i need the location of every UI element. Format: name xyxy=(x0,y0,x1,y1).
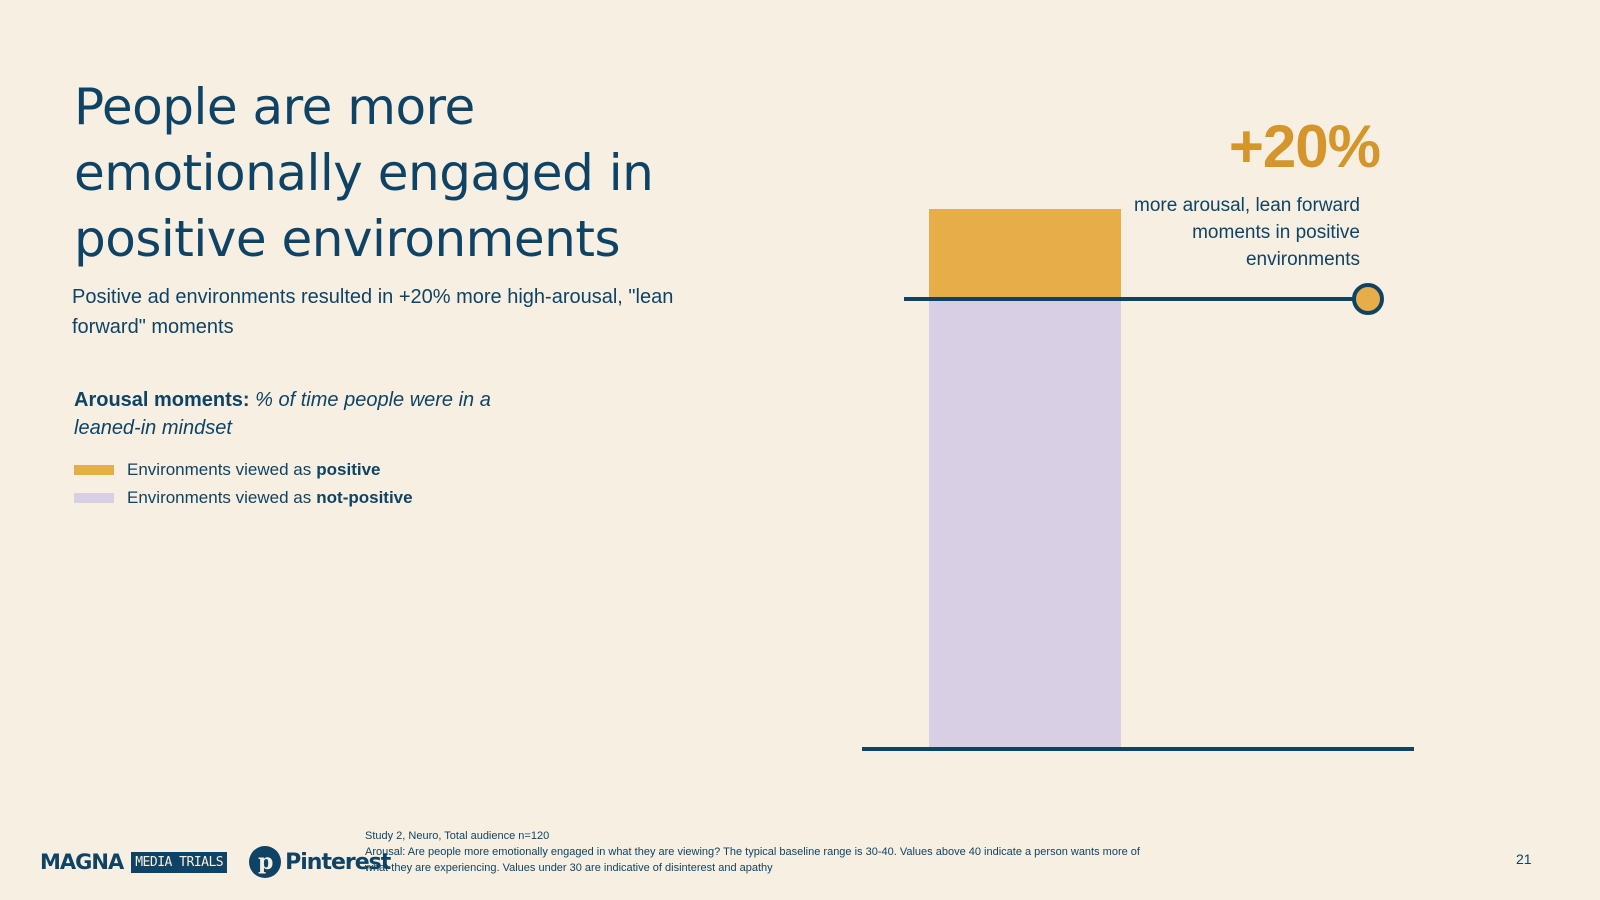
pinterest-wordmark: Pinterest xyxy=(285,849,391,875)
media-trials-logo: MEDIA TRIALS xyxy=(131,851,228,873)
legend-item-not-positive: Environments viewed as not-positive xyxy=(74,484,413,512)
callout-value: +20% xyxy=(1228,113,1381,180)
chart-legend: Environments viewed as positive Environm… xyxy=(74,456,413,512)
logo-row: MAGNA MEDIA TRIALS p Pinterest xyxy=(40,846,391,878)
pinterest-icon: p xyxy=(249,846,282,878)
pinterest-logo: p Pinterest xyxy=(249,846,391,878)
reference-marker xyxy=(1352,283,1384,315)
legend-heading-italic: % of time people were in a leaned-in min… xyxy=(74,389,491,439)
legend-item-positive: Environments viewed as positive xyxy=(74,456,413,484)
legend-label-prefix: Environments viewed as xyxy=(127,460,312,479)
footnote-line-2: Arousal: Are people more emotionally eng… xyxy=(365,846,1140,874)
magna-logo: MAGNA xyxy=(40,850,124,874)
page-title: People are more emotionally engaged in p… xyxy=(74,78,654,268)
callout-text: more arousal, lean forward moments in po… xyxy=(1134,195,1360,270)
legend-heading-bold: Arousal moments: xyxy=(74,389,250,411)
legend-swatch-positive xyxy=(74,465,114,475)
footnote: Study 2, Neuro, Total audience n=120 Aro… xyxy=(365,828,1165,876)
page-number: 21 xyxy=(1516,851,1532,867)
legend-label-prefix: Environments viewed as xyxy=(127,488,312,507)
footnote-line-1: Study 2, Neuro, Total audience n=120 xyxy=(365,830,550,842)
legend-label-bold: not-positive xyxy=(316,488,413,507)
legend-heading: Arousal moments: % of time people were i… xyxy=(74,386,514,442)
subtitle: Positive ad environments resulted in +20… xyxy=(72,286,674,338)
legend-label-bold: positive xyxy=(316,460,381,479)
legend-swatch-not-positive xyxy=(74,493,114,503)
bar-not-positive xyxy=(929,299,1121,749)
